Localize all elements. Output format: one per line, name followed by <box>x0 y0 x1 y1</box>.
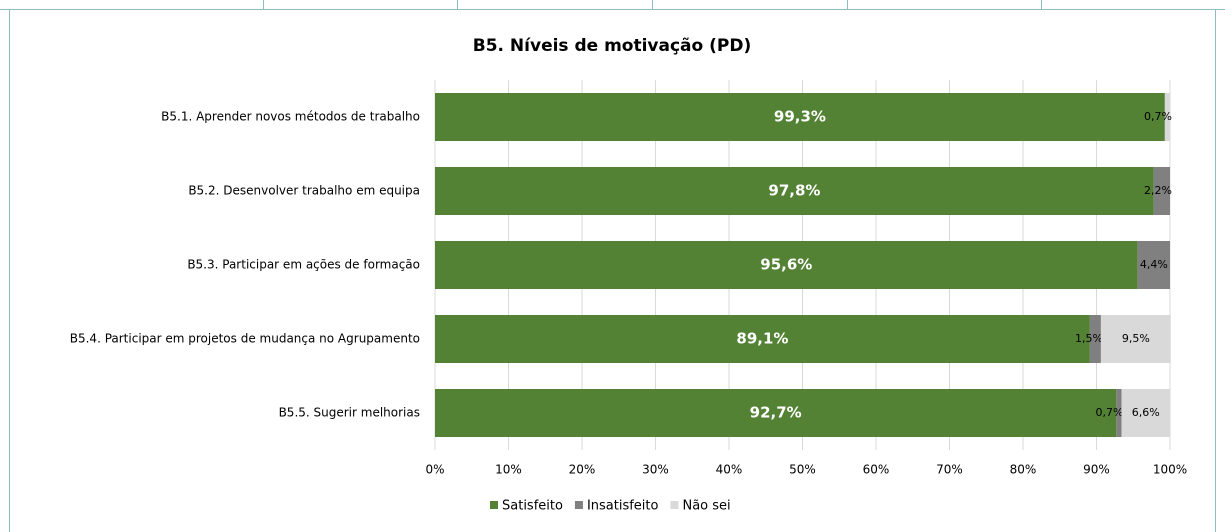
data-label: 4,4% <box>1140 258 1168 271</box>
y-tick-label: B5.4. Participar em projetos de mudança … <box>70 332 420 346</box>
bar-segment <box>435 167 1154 215</box>
x-tick-label: 100% <box>1153 463 1187 477</box>
x-tick-label: 90% <box>1083 463 1110 477</box>
bar-segment <box>435 93 1165 141</box>
x-tick-label: 40% <box>716 463 743 477</box>
data-label: 97,8% <box>768 182 820 200</box>
bar-segment <box>1164 93 1170 141</box>
bar-segment <box>1137 241 1170 289</box>
data-label: 92,7% <box>750 404 802 422</box>
bar-segment <box>435 241 1138 289</box>
y-tick-label: B5.1. Aprender novos métodos de trabalho <box>161 110 420 124</box>
x-tick-label: 70% <box>936 463 963 477</box>
legend-swatch <box>490 501 498 509</box>
data-label: 2,2% <box>1144 184 1172 197</box>
legend-label: Não sei <box>682 499 730 514</box>
legend-swatch <box>574 501 583 509</box>
chart-title: B5. Níveis de motivação (PD) <box>473 36 751 56</box>
bar-segment <box>1121 389 1170 437</box>
table-cells <box>263 0 1042 9</box>
data-label: 1,5% <box>1075 332 1103 345</box>
bar-segment <box>1153 167 1170 215</box>
x-tick-label: 20% <box>569 463 596 477</box>
legend-swatch <box>670 501 679 509</box>
data-label: 0,7% <box>1096 406 1124 419</box>
data-label: 99,3% <box>774 108 826 126</box>
bar-segment <box>1116 389 1122 437</box>
x-tick-label: 60% <box>863 463 890 477</box>
bar-segment <box>1089 315 1101 363</box>
bar-segment <box>435 315 1090 363</box>
bar-segment <box>1100 315 1171 363</box>
y-tick-label: B5.2. Desenvolver trabalho em equipa <box>188 184 420 198</box>
x-tick-label: 0% <box>425 463 444 477</box>
data-label: 95,6% <box>760 256 812 274</box>
data-label: 89,1% <box>736 330 788 348</box>
data-label: 9,5% <box>1122 332 1150 345</box>
y-tick-label: B5.5. Sugerir melhorias <box>279 406 420 420</box>
x-tick-label: 50% <box>789 463 816 477</box>
legend-label: Insatisfeito <box>587 499 659 514</box>
x-tick-label: 80% <box>1010 463 1037 477</box>
data-label: 0,7% <box>1144 110 1172 123</box>
bar-segment <box>435 389 1117 437</box>
legend-label: Satisfeito <box>502 499 563 514</box>
x-tick-label: 30% <box>642 463 669 477</box>
data-label: 6,6% <box>1132 406 1160 419</box>
x-tick-label: 10% <box>495 463 522 477</box>
y-tick-label: B5.3. Participar em ações de formação <box>187 258 420 272</box>
